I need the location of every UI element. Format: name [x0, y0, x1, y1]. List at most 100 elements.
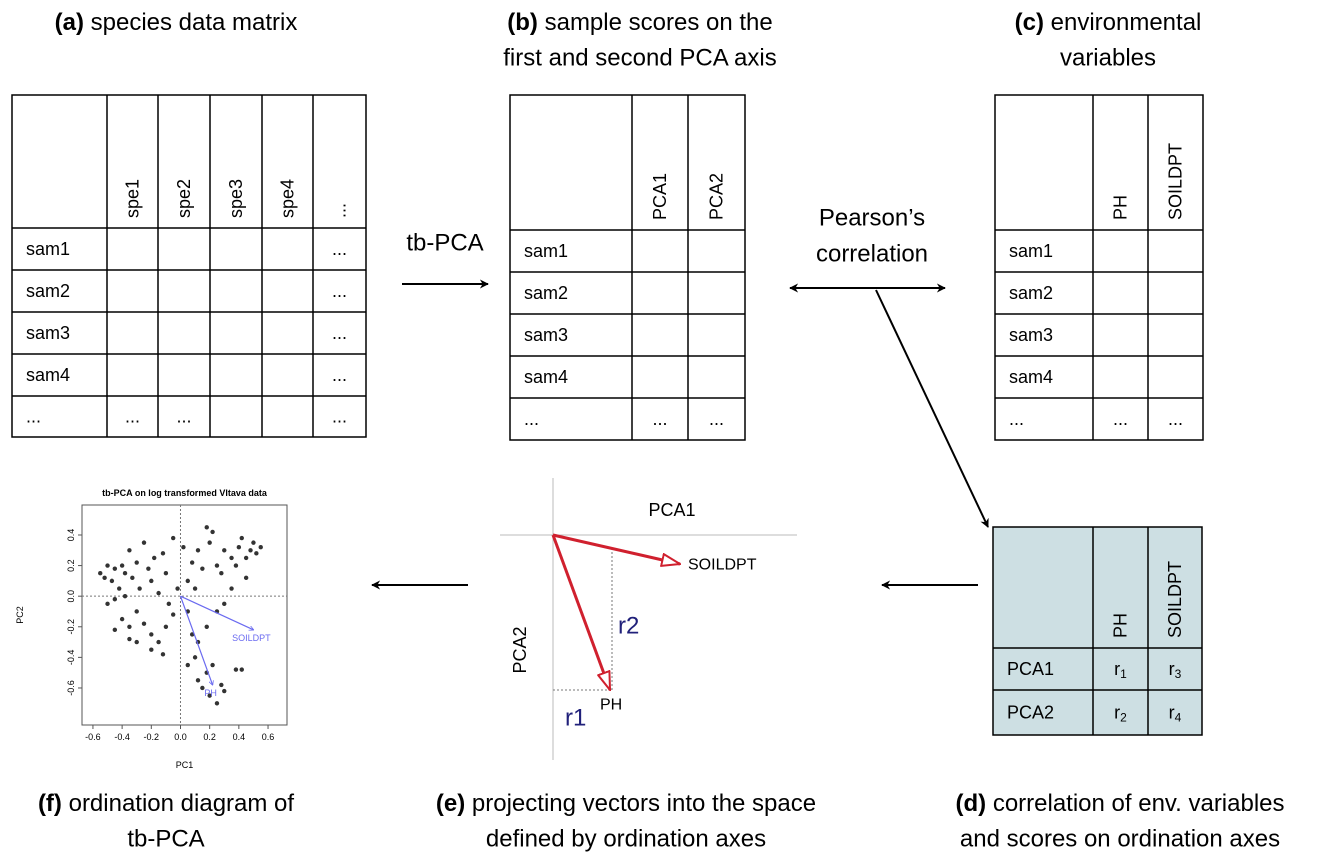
point — [192, 655, 198, 660]
axis-label: PCA1 — [648, 500, 695, 520]
panel-label: (e) — [436, 790, 465, 817]
point — [160, 652, 166, 657]
panel-title: and scores on ordination axes — [960, 826, 1280, 853]
cell-subscript: 1 — [1120, 667, 1127, 681]
panel-title: (e) projecting vectors into the space — [436, 790, 816, 817]
point — [119, 616, 125, 622]
column-header: spe2 — [174, 179, 194, 218]
row-label: sam1 — [1009, 241, 1053, 261]
point — [210, 662, 215, 668]
arrow-label: correlation — [816, 241, 928, 268]
axis-label: PCA2 — [510, 626, 530, 673]
cell-symbol: r — [1169, 703, 1175, 723]
cell-text: ... — [1168, 409, 1183, 429]
point — [192, 586, 198, 591]
column-header: SOILDPT — [1166, 143, 1186, 220]
x-tick-label: 0.0 — [174, 732, 187, 742]
point — [170, 535, 176, 541]
point — [127, 636, 132, 642]
x-tick-label: -0.2 — [144, 732, 160, 742]
point — [122, 571, 128, 576]
point — [200, 566, 205, 571]
point — [243, 575, 249, 581]
point — [166, 601, 172, 607]
point — [219, 571, 224, 576]
panel-title-text: correlation of env. variables — [993, 790, 1285, 817]
point — [134, 609, 139, 614]
cell-text: ... — [652, 409, 667, 429]
point — [160, 551, 166, 556]
point — [200, 685, 205, 691]
cell-text: r3 — [1169, 659, 1182, 681]
panel-label: (b) — [507, 9, 538, 36]
vector-label: PH — [600, 697, 622, 714]
plot-frame — [81, 504, 288, 726]
point — [219, 682, 224, 688]
point — [137, 586, 142, 591]
arrow-label: tb-PCA — [406, 230, 483, 257]
point — [214, 563, 220, 568]
cell-symbol: r — [1114, 659, 1120, 679]
vector-label: SOILDPT — [232, 633, 271, 643]
x-tick-label: 0.6 — [262, 732, 275, 742]
point — [146, 566, 151, 571]
y-axis-label: PC2 — [15, 606, 25, 624]
point — [149, 632, 154, 637]
y-tick-label: -0.2 — [66, 619, 76, 635]
point — [207, 693, 212, 698]
row-label: sam1 — [524, 241, 568, 261]
column-header: ... — [330, 203, 350, 218]
row-label: sam2 — [1009, 283, 1053, 303]
cell-text: r1 — [1114, 659, 1127, 681]
cell-text: ... — [176, 407, 191, 427]
cell-text: r2 — [1114, 703, 1127, 725]
cell-subscript: 4 — [1175, 711, 1182, 725]
vector — [551, 534, 612, 690]
panel-title-text: environmental — [1051, 9, 1202, 36]
point — [222, 601, 227, 607]
table — [11, 94, 367, 438]
panel-title-text: ordination diagram of — [69, 790, 295, 817]
point — [98, 571, 103, 576]
point — [163, 571, 169, 576]
point — [207, 540, 212, 545]
point — [233, 667, 239, 672]
row-label: ... — [26, 407, 41, 427]
arrow-label: Pearson’s — [819, 205, 925, 232]
point — [236, 545, 242, 550]
point — [222, 688, 227, 694]
table — [992, 526, 1203, 736]
point — [214, 701, 220, 706]
point — [156, 590, 161, 596]
cell-text: ... — [332, 365, 347, 385]
row-label: sam4 — [1009, 367, 1053, 387]
point — [105, 563, 110, 568]
panel-title: (f) ordination diagram of — [38, 790, 294, 817]
point — [163, 624, 169, 629]
x-tick-label: 0.4 — [233, 732, 246, 742]
column-header: PCA1 — [650, 173, 670, 220]
vector-label: PH — [204, 688, 217, 698]
row-label: sam3 — [26, 323, 70, 343]
y-tick-label: -0.6 — [66, 680, 76, 696]
point — [229, 555, 234, 561]
column-header: spe1 — [123, 179, 143, 218]
cell-symbol: r — [1114, 703, 1120, 723]
y-tick-label: 0.2 — [66, 559, 76, 572]
y-tick-label: -0.4 — [66, 650, 76, 666]
point — [258, 545, 263, 550]
cell-text: r4 — [1169, 703, 1182, 725]
point — [210, 529, 215, 535]
row-label: sam4 — [26, 365, 70, 385]
point — [112, 566, 118, 571]
cell-subscript: 2 — [1120, 711, 1127, 725]
column-header: spe4 — [278, 179, 298, 218]
point — [181, 545, 186, 550]
point — [102, 575, 107, 581]
row-label: sam2 — [26, 281, 70, 301]
point — [127, 624, 132, 629]
column-header: PCA2 — [707, 173, 727, 220]
point — [112, 627, 118, 633]
point — [251, 540, 256, 545]
